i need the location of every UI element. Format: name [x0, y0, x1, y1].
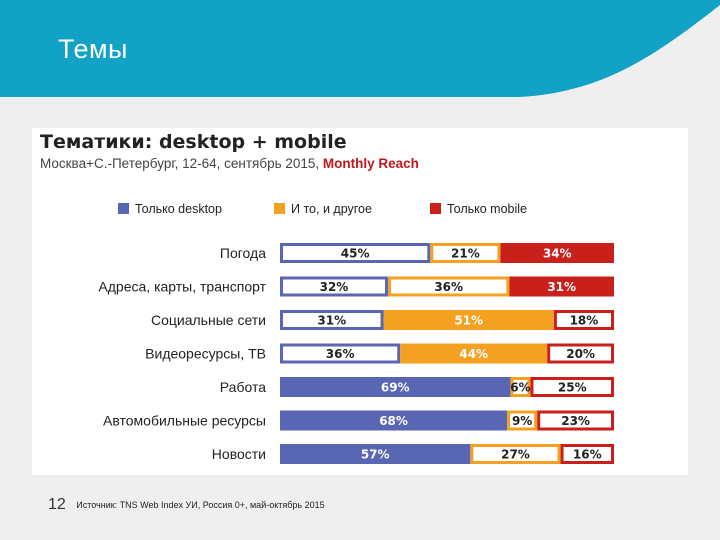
chart-subtitle: Москва+С.-Петербург, 12-64, сентябрь 201… — [40, 156, 419, 171]
data-label: 32% — [320, 280, 349, 294]
data-label: 31% — [317, 314, 346, 328]
page-number: 12 — [48, 496, 66, 513]
bar-mobile — [553, 310, 615, 330]
category-label: Автомобильные ресурсы — [103, 413, 266, 429]
bar-desktop — [280, 310, 384, 330]
data-label: 9% — [512, 414, 532, 428]
data-label: 36% — [326, 347, 355, 361]
data-label: 51% — [454, 314, 483, 328]
chart-plot: Погода 45% 21% 34% Адреса, карты, транспорт 3… — [98, 243, 615, 464]
data-label: 21% — [451, 247, 480, 261]
data-label: 69% — [381, 381, 410, 395]
bar-desktop — [280, 410, 508, 431]
bar-desktop — [280, 243, 431, 263]
bar-both — [387, 276, 510, 297]
data-label: 16% — [573, 448, 602, 462]
slide-title: Темы — [58, 34, 128, 64]
legend-item-mobile: Только mobile — [430, 202, 527, 216]
chart-subtitle-text: Москва+С.-Петербург, 12-64, сентябрь 201… — [40, 156, 320, 171]
chart-legend: Только desktop И то, и другое Только mob… — [32, 202, 688, 220]
bar-both — [430, 243, 501, 263]
bar-mobile — [509, 276, 615, 297]
source-note: Источник: TNS Web Index УИ, Россия 0+, м… — [76, 500, 325, 510]
category-label: Видеоресурсы, ТВ — [145, 346, 266, 362]
data-label: 20% — [566, 347, 595, 361]
bar-desktop — [280, 444, 471, 464]
data-label: 34% — [543, 247, 572, 261]
bar-both — [470, 444, 561, 464]
chart-subtitle-accent: Monthly Reach — [322, 156, 419, 171]
legend-label-desktop: Только desktop — [135, 202, 222, 216]
slide-header: Темы — [0, 0, 720, 100]
category-label: Работа — [220, 379, 266, 395]
data-label: 44% — [459, 347, 488, 361]
legend-item-desktop: Только desktop — [118, 202, 222, 216]
bar-mobile — [500, 243, 614, 263]
data-label: 6% — [510, 381, 530, 395]
bar-both — [507, 410, 538, 431]
bar-desktop — [280, 343, 401, 364]
data-label: 23% — [561, 414, 590, 428]
legend-label-both: И то, и другое — [291, 202, 372, 216]
legend-label-mobile: Только mobile — [447, 202, 527, 216]
bar-mobile — [530, 377, 614, 397]
data-label: 68% — [379, 414, 408, 428]
bar-mobile — [537, 410, 614, 431]
legend-swatch-mobile — [430, 203, 441, 214]
bar-desktop — [280, 276, 388, 297]
chart-title: Тематики: desktop + mobile — [40, 131, 347, 153]
bar-both — [510, 377, 531, 397]
data-label: 57% — [361, 448, 390, 462]
bar-desktop — [280, 377, 511, 397]
category-label: Новости — [212, 446, 266, 462]
category-label: Социальные сети — [151, 312, 266, 328]
category-label: Адреса, карты, транспорт — [98, 279, 266, 295]
data-label: 27% — [501, 448, 530, 462]
legend-swatch-desktop — [118, 203, 129, 214]
header-banner — [0, 0, 720, 97]
data-label: 36% — [434, 280, 463, 294]
bar-both — [383, 310, 554, 330]
chart-panel: Тематики: desktop + mobile Москва+С.-Пет… — [32, 128, 688, 475]
bar-both — [400, 343, 548, 364]
data-label: 45% — [341, 247, 370, 261]
legend-swatch-both — [274, 203, 285, 214]
legend-item-both: И то, и другое — [274, 202, 372, 216]
data-label: 18% — [570, 314, 599, 328]
bar-mobile — [547, 343, 615, 364]
data-label: 25% — [558, 381, 587, 395]
slide-footer: 12 Источник: TNS Web Index УИ, Россия 0+… — [48, 496, 325, 514]
data-label: 31% — [547, 280, 576, 294]
bar-mobile — [560, 444, 614, 464]
category-label: Погода — [220, 245, 266, 261]
